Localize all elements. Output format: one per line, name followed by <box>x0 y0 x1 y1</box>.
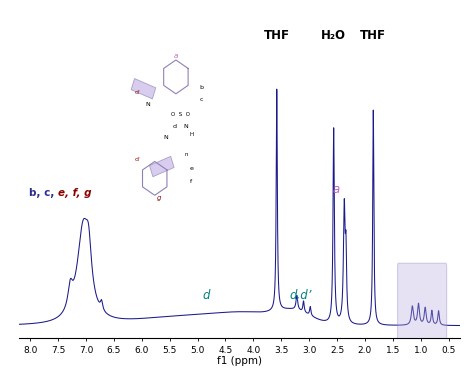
Text: THF: THF <box>264 29 290 42</box>
X-axis label: f1 (ppm): f1 (ppm) <box>217 356 262 366</box>
Text: H₂O: H₂O <box>321 29 346 42</box>
Text: THF: THF <box>360 29 386 42</box>
Text: e, f, g: e, f, g <box>58 188 91 198</box>
Text: d,d’: d,d’ <box>290 289 312 302</box>
Text: a: a <box>332 183 339 196</box>
FancyBboxPatch shape <box>398 263 447 340</box>
Text: b, c,: b, c, <box>29 188 58 198</box>
Text: d: d <box>202 289 210 302</box>
